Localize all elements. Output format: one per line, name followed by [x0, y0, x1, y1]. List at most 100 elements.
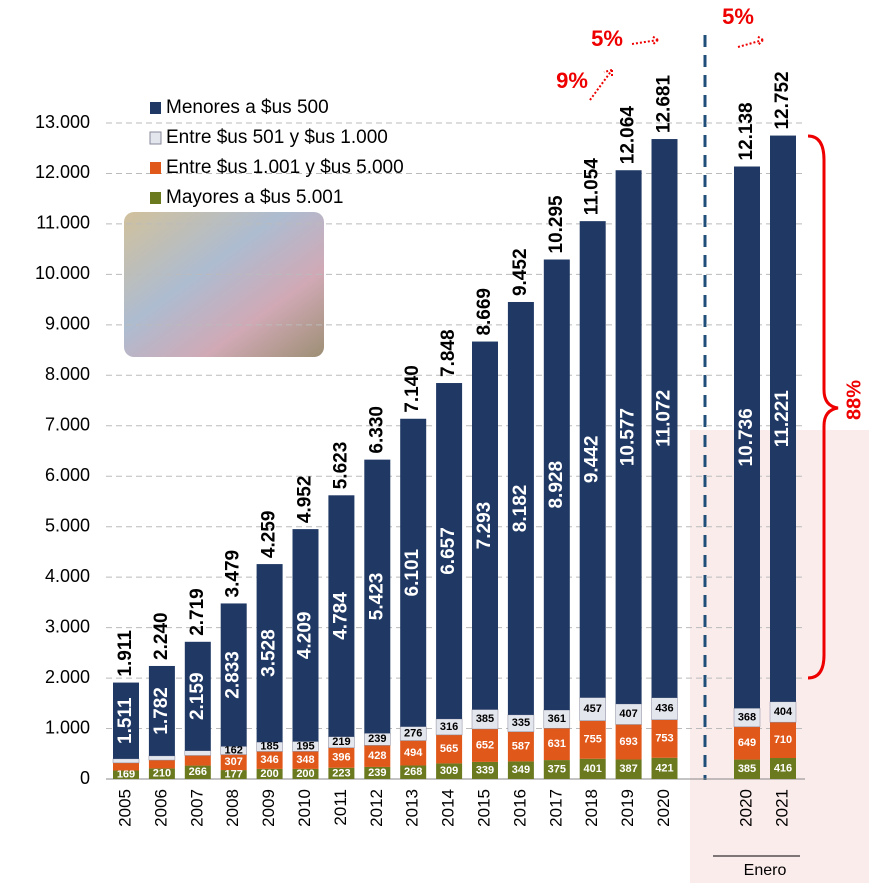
value-label: 339 [476, 764, 494, 776]
value-label: 239 [368, 733, 386, 745]
legend-swatch [150, 102, 161, 114]
total-label: 4.952 [295, 476, 316, 524]
value-label: 755 [584, 734, 602, 746]
bar-segment [543, 259, 570, 711]
x-tick-label: 2016 [510, 789, 529, 827]
total-label: 9.452 [510, 248, 531, 296]
value-label: 385 [476, 713, 494, 725]
growth-arrow [737, 35, 764, 48]
legend-label: Entre $us 1.001 y $us 5.000 [166, 157, 404, 178]
bar-segment [400, 740, 427, 766]
bar-segment [256, 768, 283, 779]
bar-segment [113, 770, 139, 779]
bar-segment [615, 170, 642, 704]
y-tick-label: 5.000 [45, 515, 90, 535]
bar-segment [472, 341, 498, 710]
growth-annotation: 5% [722, 4, 754, 29]
value-label: 387 [619, 763, 637, 775]
value-label: 421 [655, 762, 673, 774]
bar-segment [770, 135, 796, 702]
x-tick-label: 2005 [115, 789, 134, 827]
value-label: 4.209 [295, 612, 316, 660]
value-label: 11.072 [654, 390, 675, 447]
value-label: 368 [738, 711, 756, 723]
value-label: 335 [512, 717, 530, 729]
bar-segment [507, 761, 534, 779]
value-label: 4.784 [330, 592, 351, 640]
bar-segment [148, 768, 175, 779]
bar-segment [615, 724, 642, 760]
x-tick-label: 2008 [223, 789, 242, 827]
value-label: 307 [225, 756, 243, 768]
x-tick-label: 2006 [151, 789, 170, 827]
y-tick-label: 11.000 [36, 213, 90, 233]
total-label: 4.259 [259, 511, 280, 559]
legend-label: Entre $us 501 y $us 1.000 [166, 127, 388, 148]
bar-segment [436, 763, 463, 779]
bar-segment [651, 719, 678, 758]
value-label: 219 [332, 736, 350, 748]
bar-segment [770, 758, 796, 779]
y-tick-label: 12.000 [35, 162, 90, 182]
growth-arrow [631, 35, 659, 46]
x-tick-label: 2012 [367, 789, 386, 827]
y-tick-label: 8.000 [45, 364, 90, 384]
total-label: 3.479 [223, 550, 244, 598]
bar-segment [734, 166, 760, 709]
bar-segment [472, 728, 498, 762]
bar-segment [220, 770, 247, 779]
bar-segment [615, 759, 642, 779]
bar-segment [651, 139, 678, 698]
bar-segment [579, 720, 606, 759]
value-label: 375 [548, 763, 566, 775]
bar-segment [148, 760, 175, 769]
y-tick-label: 7.000 [45, 415, 90, 435]
value-label: 565 [440, 743, 458, 755]
value-label: 9.442 [582, 436, 603, 484]
total-label: 12.138 [736, 102, 757, 160]
value-label: 385 [738, 763, 756, 775]
total-label: 11.054 [582, 158, 603, 215]
value-label: 7.293 [474, 502, 495, 550]
growth-annotation: 9% [556, 68, 588, 93]
total-label: 2.240 [151, 612, 172, 660]
bar-segment [184, 755, 211, 766]
x-tick-label: 2020 [654, 789, 673, 827]
period-label: Enero [744, 862, 787, 879]
bar-segment [328, 747, 355, 768]
bar-segment [328, 495, 355, 737]
value-label: 268 [404, 766, 422, 778]
total-label: 12.681 [654, 75, 675, 134]
value-label: 494 [404, 747, 423, 759]
bar-segment [292, 529, 319, 742]
value-label: 309 [440, 765, 458, 777]
value-label: 2.833 [223, 651, 244, 699]
value-label: 753 [655, 733, 673, 745]
bar-segment [148, 755, 176, 761]
money-image [124, 212, 324, 357]
value-label: 407 [619, 708, 637, 720]
value-label: 177 [225, 768, 243, 780]
total-label: 6.330 [366, 406, 387, 454]
total-label: 1.911 [115, 630, 136, 677]
value-label: 1.782 [151, 687, 172, 735]
bar-segment [328, 767, 355, 779]
bar-segment [651, 757, 678, 779]
x-tick-label: 2018 [582, 789, 601, 827]
value-label: 457 [584, 703, 602, 715]
bar-segment [113, 762, 139, 771]
total-label: 12.064 [618, 106, 639, 165]
growth-annotation: 5% [591, 26, 623, 51]
legend-swatch [150, 192, 161, 204]
bar-segment [543, 728, 570, 761]
total-label: 10.295 [546, 195, 567, 254]
bar-segment [292, 751, 319, 769]
value-label: 316 [440, 721, 458, 733]
value-label: 169 [117, 769, 135, 781]
bar-segment [220, 754, 247, 771]
bar-segment [734, 759, 760, 779]
x-tick-label: 2014 [439, 789, 458, 827]
bar-segment [112, 758, 140, 764]
bar-segment [184, 750, 212, 756]
